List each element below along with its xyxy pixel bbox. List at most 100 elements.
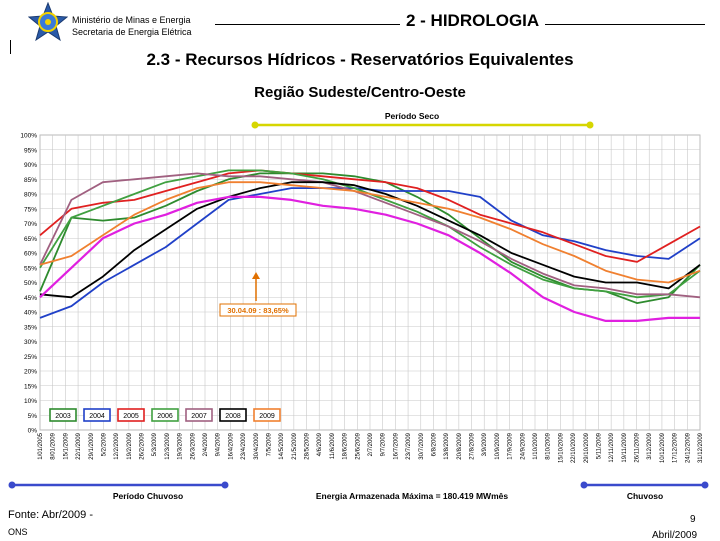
- y-tick-label: 5%: [28, 413, 38, 420]
- y-tick-label: 20%: [24, 369, 37, 376]
- x-tick-label: 12/11/2009: [609, 432, 615, 462]
- header-left-rule: [10, 40, 11, 54]
- source-note-ons: ONS: [8, 527, 28, 537]
- x-tick-label: 1/01/2005: [38, 432, 44, 459]
- x-tick-label: 8/01/2009: [51, 432, 57, 459]
- y-tick-label: 50%: [24, 280, 37, 287]
- legend-box-2006: [151, 408, 179, 422]
- x-tick-label: 26/11/2009: [635, 432, 641, 462]
- legend-box-2009: [253, 408, 281, 422]
- legend-label-2004: 2004: [89, 413, 105, 420]
- legend-box-2008: [219, 408, 247, 422]
- x-tick-label: 12/2/2009: [114, 432, 120, 459]
- period-rainy-label: Período Chuvoso: [113, 491, 183, 501]
- x-tick-label: 17/12/2009: [673, 432, 679, 463]
- period-dry-start-marker: [251, 121, 259, 129]
- x-tick-label: 10/9/2009: [495, 432, 501, 459]
- y-tick-label: 60%: [24, 251, 37, 258]
- x-tick-label: 28/5/2009: [305, 432, 311, 459]
- legend-box-2005: [117, 408, 145, 422]
- period-rainy-end-start-marker: [580, 481, 588, 489]
- x-tick-label: 2/4/2009: [203, 432, 209, 456]
- y-tick-label: 100%: [20, 133, 37, 140]
- x-tick-label: 23/7/2009: [406, 432, 412, 459]
- x-tick-label: 15/1/2009: [63, 432, 69, 459]
- x-tick-label: 25/6/2009: [355, 432, 361, 459]
- page-number: 9: [690, 514, 696, 525]
- series-line-2005: [39, 169, 701, 263]
- period-rainy-start-marker: [8, 481, 16, 489]
- x-tick-label: 26/3/2009: [190, 432, 196, 459]
- y-tick-label: 45%: [24, 295, 37, 302]
- y-tick-label: 25%: [24, 354, 37, 361]
- legend-label-2003: 2003: [55, 413, 71, 420]
- y-tick-label: 95%: [24, 147, 37, 154]
- x-tick-label: 24/12/2009: [685, 432, 691, 463]
- legend-label-2007: 2007: [191, 413, 207, 420]
- brasil-emblem-icon: [28, 2, 68, 42]
- series-line-2009_current: [39, 195, 700, 322]
- x-tick-label: 16/4/2009: [228, 432, 234, 459]
- y-tick-label: 40%: [24, 310, 37, 317]
- y-tick-label: 10%: [24, 398, 37, 405]
- legend-label-2006: 2006: [157, 413, 173, 420]
- x-tick-label: 9/4/2009: [216, 432, 222, 456]
- x-tick-label: 19/11/2009: [622, 432, 628, 462]
- x-tick-label: 18/6/2009: [343, 432, 349, 459]
- series-line-2008: [39, 181, 701, 299]
- x-tick-label: 27/8/2009: [470, 432, 476, 459]
- x-tick-label: 5/2/2009: [101, 432, 107, 456]
- region-title: Região Sudeste/Centro-Oeste: [254, 84, 466, 101]
- x-tick-label: 14/5/2009: [279, 432, 285, 459]
- x-tick-label: 21/5/2009: [292, 432, 298, 459]
- series-line-2009: [39, 181, 701, 284]
- x-tick-label: 29/10/2009: [584, 432, 590, 463]
- x-tick-label: 11/6/2009: [330, 432, 336, 459]
- y-tick-label: 35%: [24, 324, 37, 331]
- legend-box-2003: [49, 408, 77, 422]
- x-tick-label: 7/5/2009: [266, 432, 272, 456]
- period-dry-end-marker: [586, 121, 594, 129]
- secretariat-name: Secretaria de Energia Elétrica: [72, 27, 192, 37]
- x-tick-label: 22/1/2009: [76, 432, 82, 459]
- period-rainy-start-end-marker: [221, 481, 229, 489]
- legend-label-2005: 2005: [123, 413, 139, 420]
- period-rainy-end-marker: [701, 481, 709, 489]
- annotation-label: 30.04.09 : 83,65%: [227, 306, 289, 315]
- annotation-arrowhead: [252, 272, 260, 279]
- x-tick-label: 3/9/2009: [482, 432, 488, 456]
- period-dry-label: Período Seco: [385, 111, 439, 121]
- rainy-label: Chuvoso: [627, 491, 663, 501]
- series-line-2007: [39, 172, 701, 299]
- x-tick-label: 13/8/2009: [444, 432, 450, 459]
- x-tick-label: 17/9/2009: [508, 432, 514, 459]
- x-tick-label: 23/4/2009: [241, 432, 247, 459]
- y-tick-label: 90%: [24, 162, 37, 169]
- footer-date: Abril/2009: [652, 530, 698, 541]
- x-tick-label: 1/10/2009: [533, 432, 539, 459]
- y-tick-label: 30%: [24, 339, 37, 346]
- x-tick-label: 30/4/2009: [254, 432, 260, 459]
- x-tick-label: 16/7/2009: [393, 432, 399, 459]
- x-tick-label: 9/7/2009: [381, 432, 387, 456]
- x-tick-label: 19/3/2009: [178, 432, 184, 459]
- x-tick-label: 19/2/2009: [127, 432, 133, 459]
- source-note: Fonte: Abr/2009 -: [8, 509, 93, 521]
- x-tick-label: 22/10/2009: [571, 432, 577, 463]
- y-tick-label: 85%: [24, 177, 37, 184]
- x-tick-label: 30/7/2009: [419, 432, 425, 459]
- x-tick-label: 31/12/2009: [698, 432, 704, 463]
- legend-label-2009: 2009: [259, 413, 275, 420]
- page-subtitle: 2.3 - Recursos Hídricos - Reservatórios …: [146, 50, 574, 69]
- x-tick-label: 15/10/2009: [558, 432, 564, 463]
- x-tick-label: 6/8/2009: [431, 432, 437, 456]
- y-tick-label: 15%: [24, 383, 37, 390]
- x-tick-label: 24/9/2009: [520, 432, 526, 459]
- max-energy-label: Energia Armazenada Máxima = 180.419 MWmê…: [316, 491, 508, 501]
- x-tick-label: 5/11/2009: [596, 432, 602, 459]
- x-tick-label: 26/2/2009: [140, 432, 146, 459]
- x-tick-label: 2/7/2009: [368, 432, 374, 456]
- section-title: 2 - HIDROLOGIA: [400, 11, 546, 31]
- x-tick-label: 29/1/2009: [89, 432, 95, 459]
- y-tick-label: 55%: [24, 265, 37, 272]
